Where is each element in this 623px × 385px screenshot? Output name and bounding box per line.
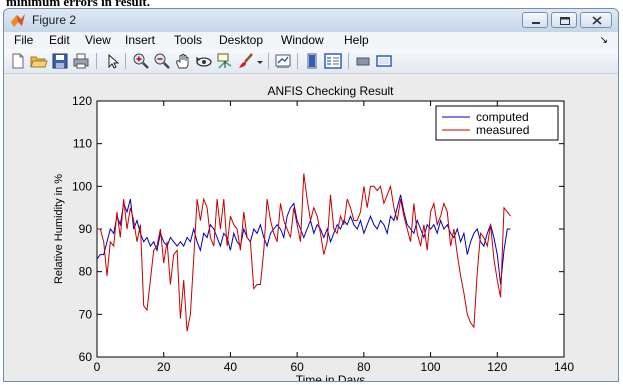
- brush-icon[interactable]: [237, 52, 255, 70]
- menu-file[interactable]: File: [14, 33, 34, 47]
- brush-dropdown-icon[interactable]: [256, 52, 264, 70]
- rotate-icon[interactable]: [195, 52, 213, 70]
- y-tick-label: 80: [79, 265, 93, 279]
- zoom-in-icon[interactable]: [132, 52, 150, 70]
- window-title: Figure 2: [32, 13, 77, 27]
- x-tick-label: 0: [94, 360, 101, 374]
- y-tick-label: 70: [79, 307, 93, 321]
- toolbar-separator: [96, 53, 97, 69]
- y-tick-label: 110: [73, 137, 92, 151]
- hide-plot-tools-icon[interactable]: [354, 52, 372, 70]
- legend-label-measured: measured: [476, 123, 529, 137]
- x-tick-label: 120: [487, 360, 507, 374]
- x-tick-label: 40: [224, 360, 238, 374]
- figure-canvas: 0 20 40 60 80 100 120 140 60 70 80 90 100 110 120 ANFIS…: [4, 74, 618, 382]
- close-icon: [592, 16, 602, 25]
- menu-tools[interactable]: Tools: [174, 33, 203, 47]
- minimize-icon: [532, 22, 540, 24]
- legend-box: [435, 105, 559, 141]
- figure-window: Figure 2 File Edit View Insert Tools Des…: [3, 8, 619, 382]
- y-axis-label: Relative Humidity in %: [53, 174, 65, 284]
- y-tick-label: 60: [79, 350, 93, 364]
- legend-icon[interactable]: [324, 52, 342, 70]
- data-cursor-icon[interactable]: [216, 52, 234, 70]
- show-plot-tools-icon[interactable]: [375, 52, 393, 70]
- menu-help[interactable]: Help: [344, 33, 369, 47]
- x-tick-label: 80: [357, 360, 371, 374]
- y-tick-label: 100: [72, 179, 92, 193]
- new-file-icon[interactable]: [9, 52, 27, 70]
- menu-desktop[interactable]: Desktop: [219, 33, 264, 47]
- maximize-button[interactable]: [551, 12, 577, 28]
- print-icon[interactable]: [72, 52, 90, 70]
- close-button[interactable]: [580, 12, 612, 28]
- menu-overflow-icon[interactable]: ↘: [599, 35, 608, 46]
- save-icon[interactable]: [51, 52, 69, 70]
- matlab-logo-icon: [11, 14, 25, 27]
- page-caption: minimum errors in result.: [6, 0, 150, 8]
- anfis-chart[interactable]: 0 20 40 60 80 100 120 140 60 70 80 90 100 110 120 ANFIS…: [4, 74, 618, 382]
- menu-view[interactable]: View: [85, 33, 111, 47]
- toolbar: [4, 49, 618, 74]
- colorbar-icon[interactable]: [303, 52, 321, 70]
- open-folder-icon[interactable]: [30, 52, 48, 70]
- x-tick-label: 140: [554, 360, 574, 374]
- zoom-out-icon[interactable]: [153, 52, 171, 70]
- menu-edit[interactable]: Edit: [49, 33, 70, 47]
- pan-icon[interactable]: [174, 52, 192, 70]
- toolbar-separator: [125, 53, 126, 69]
- x-tick-label: 60: [290, 360, 304, 374]
- toolbar-separator: [268, 53, 269, 69]
- toolbar-separator: [297, 53, 298, 69]
- x-axis-label: Time in Days: [296, 373, 366, 382]
- legend-label-computed: computed: [476, 110, 529, 124]
- maximize-icon: [560, 17, 570, 25]
- menu-insert[interactable]: Insert: [125, 33, 156, 47]
- y-tick-label: 90: [79, 222, 93, 236]
- toolbar-separator: [348, 53, 349, 69]
- x-tick-label: 20: [157, 360, 171, 374]
- pointer-icon[interactable]: [103, 52, 121, 70]
- series-line-measured: [97, 173, 511, 332]
- link-plot-icon[interactable]: [274, 52, 292, 70]
- minimize-button[interactable]: [522, 12, 548, 28]
- plot-area: [96, 100, 565, 358]
- y-tick-label: 120: [72, 94, 92, 108]
- menu-window[interactable]: Window: [281, 33, 324, 47]
- x-tick-label: 100: [421, 360, 441, 374]
- menu-bar: File Edit View Insert Tools Desktop Wind…: [4, 32, 618, 49]
- series-line-computed: [96, 194, 511, 285]
- title-bar[interactable]: Figure 2: [4, 9, 618, 32]
- chart-title: ANFIS Checking Result: [267, 84, 394, 98]
